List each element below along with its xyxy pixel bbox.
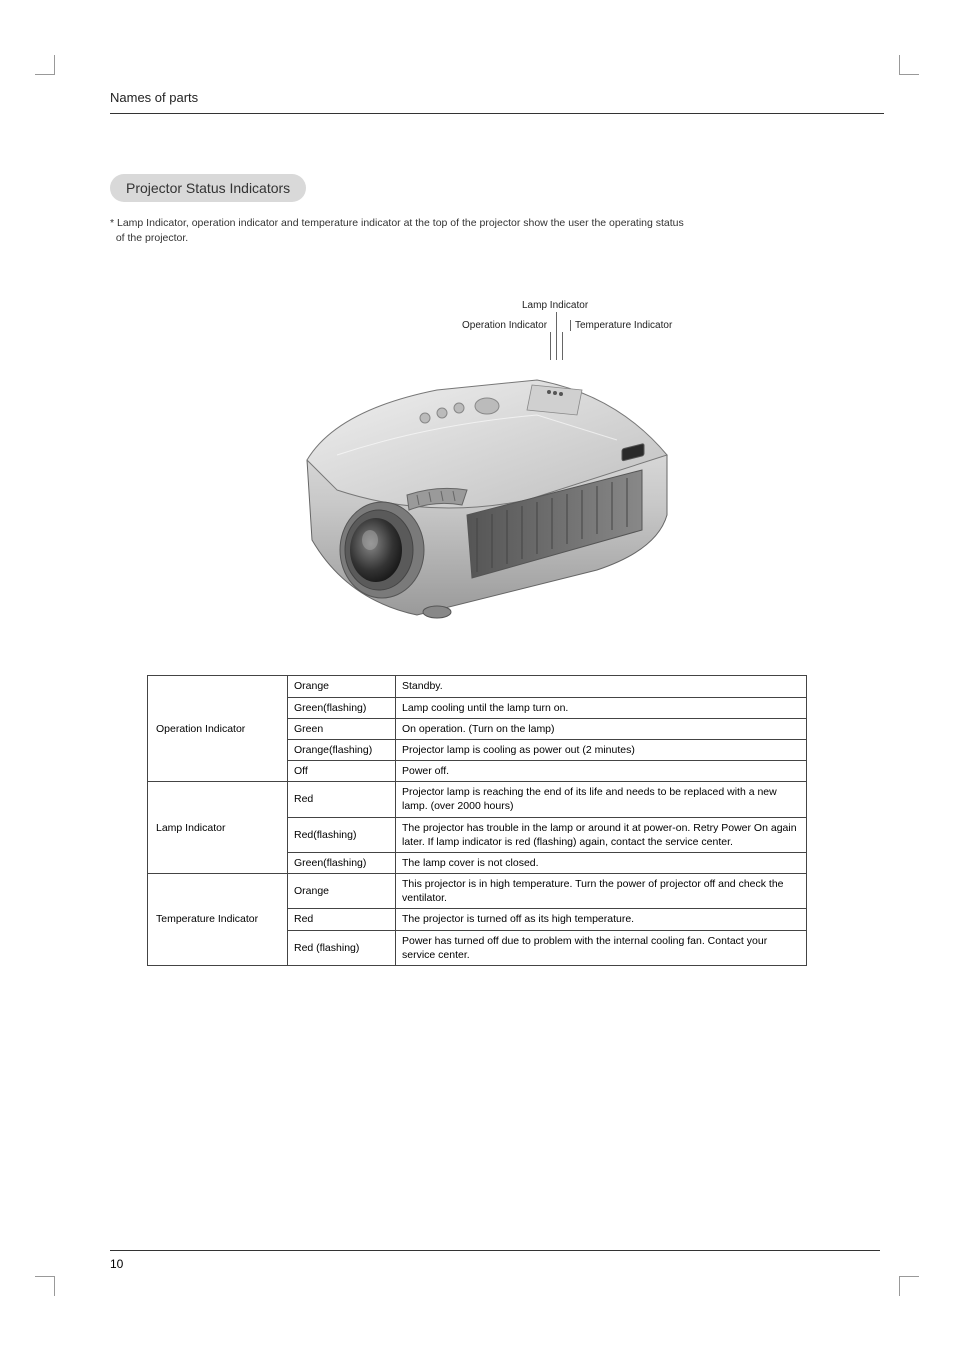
- state-cell: Red (flashing): [288, 930, 396, 965]
- desc-cell: The projector has trouble in the lamp or…: [396, 817, 807, 852]
- state-cell: Off: [288, 761, 396, 782]
- note-text: * Lamp Indicator, operation indicator an…: [110, 216, 884, 245]
- projector-figure: Lamp Indicator Operation Indicator Tempe…: [237, 300, 717, 630]
- page-number: 10: [110, 1250, 880, 1271]
- crop-mark: [899, 55, 919, 75]
- category-cell: Operation Indicator: [148, 676, 288, 782]
- desc-cell: The lamp cover is not closed.: [396, 852, 807, 873]
- status-indicator-table: Operation Indicator Orange Standby. Gree…: [147, 675, 807, 966]
- crop-mark: [35, 1276, 55, 1296]
- desc-cell: Standby.: [396, 676, 807, 697]
- state-cell: Orange: [288, 874, 396, 909]
- note-line2: of the projector.: [116, 232, 188, 244]
- desc-cell: On operation. (Turn on the lamp): [396, 718, 807, 739]
- desc-cell: Projector lamp is cooling as power out (…: [396, 739, 807, 760]
- operation-indicator-label: Operation Indicator: [462, 320, 547, 331]
- table-row: Operation Indicator Orange Standby.: [148, 676, 807, 697]
- header-rule: [110, 113, 884, 114]
- state-cell: Red: [288, 909, 396, 930]
- page-header-title: Names of parts: [110, 90, 884, 105]
- desc-cell: The projector is turned off as its high …: [396, 909, 807, 930]
- state-cell: Green: [288, 718, 396, 739]
- crop-mark: [899, 1276, 919, 1296]
- section-title-pill: Projector Status Indicators: [110, 174, 306, 202]
- state-cell: Orange: [288, 676, 396, 697]
- desc-cell: Lamp cooling until the lamp turn on.: [396, 697, 807, 718]
- desc-cell: Projector lamp is reaching the end of it…: [396, 782, 807, 817]
- lamp-indicator-label: Lamp Indicator: [522, 300, 588, 311]
- desc-cell: Power off.: [396, 761, 807, 782]
- state-cell: Green(flashing): [288, 697, 396, 718]
- state-cell: Orange(flashing): [288, 739, 396, 760]
- state-cell: Red(flashing): [288, 817, 396, 852]
- projector-illustration: [277, 340, 697, 630]
- temperature-indicator-label: Temperature Indicator: [570, 320, 672, 331]
- table-row: Temperature Indicator Orange This projec…: [148, 874, 807, 909]
- category-cell: Lamp Indicator: [148, 782, 288, 874]
- table-row: Lamp Indicator Red Projector lamp is rea…: [148, 782, 807, 817]
- state-cell: Green(flashing): [288, 852, 396, 873]
- crop-mark: [35, 55, 55, 75]
- desc-cell: This projector is in high temperature. T…: [396, 874, 807, 909]
- category-cell: Temperature Indicator: [148, 874, 288, 966]
- desc-cell: Power has turned off due to problem with…: [396, 930, 807, 965]
- state-cell: Red: [288, 782, 396, 817]
- note-line1: * Lamp Indicator, operation indicator an…: [110, 217, 684, 229]
